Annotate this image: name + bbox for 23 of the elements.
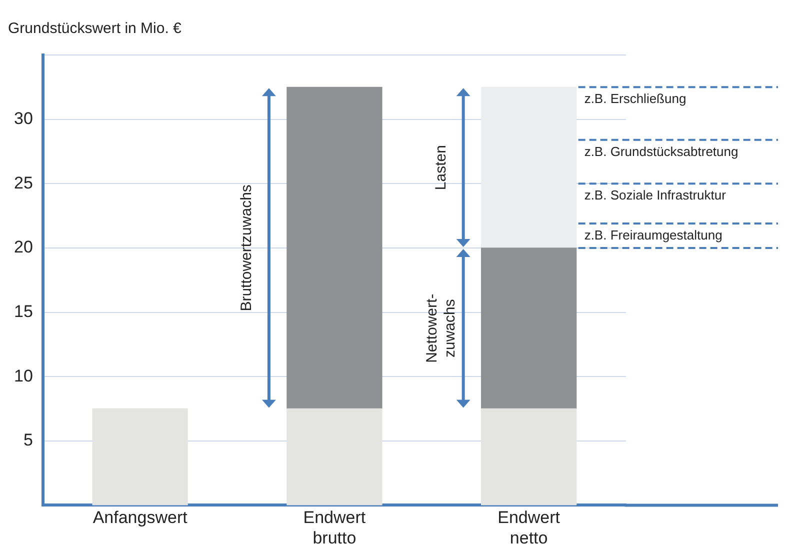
bar xyxy=(480,248,577,410)
x-tick-label: Anfangswert xyxy=(92,508,188,528)
ref-line-label: z.B. Grundstücksabtretung xyxy=(584,144,738,159)
x-tick-label: Endwert brutto xyxy=(303,508,366,548)
ref-line-label: z.B. Soziale Infrastruktur xyxy=(584,188,727,203)
annotation: Bruttowertzuwachs xyxy=(238,184,256,312)
annotation: Lasten xyxy=(432,145,450,190)
y-tick-label: 15 xyxy=(14,302,33,321)
bar xyxy=(92,408,188,506)
y-tick-label: 10 xyxy=(14,366,33,386)
x-tick-label: Endwert netto xyxy=(498,508,560,548)
y-axis-title: Grundstückswert in Mio. € xyxy=(8,20,182,37)
annotation: Nettowert-zuwachs xyxy=(423,294,458,363)
ref-line-label: z.B. Erschließung xyxy=(584,91,686,106)
bar xyxy=(480,408,577,506)
y-tick-label: 5 xyxy=(23,430,33,450)
bar xyxy=(480,86,577,248)
bar xyxy=(286,86,382,410)
y-tick-label: 20 xyxy=(14,238,33,257)
ref-line-label: z.B. Freiraumgestaltung xyxy=(584,228,722,243)
bar xyxy=(286,408,382,506)
y-tick-label: 30 xyxy=(14,109,33,128)
y-tick-label: 25 xyxy=(14,173,33,192)
